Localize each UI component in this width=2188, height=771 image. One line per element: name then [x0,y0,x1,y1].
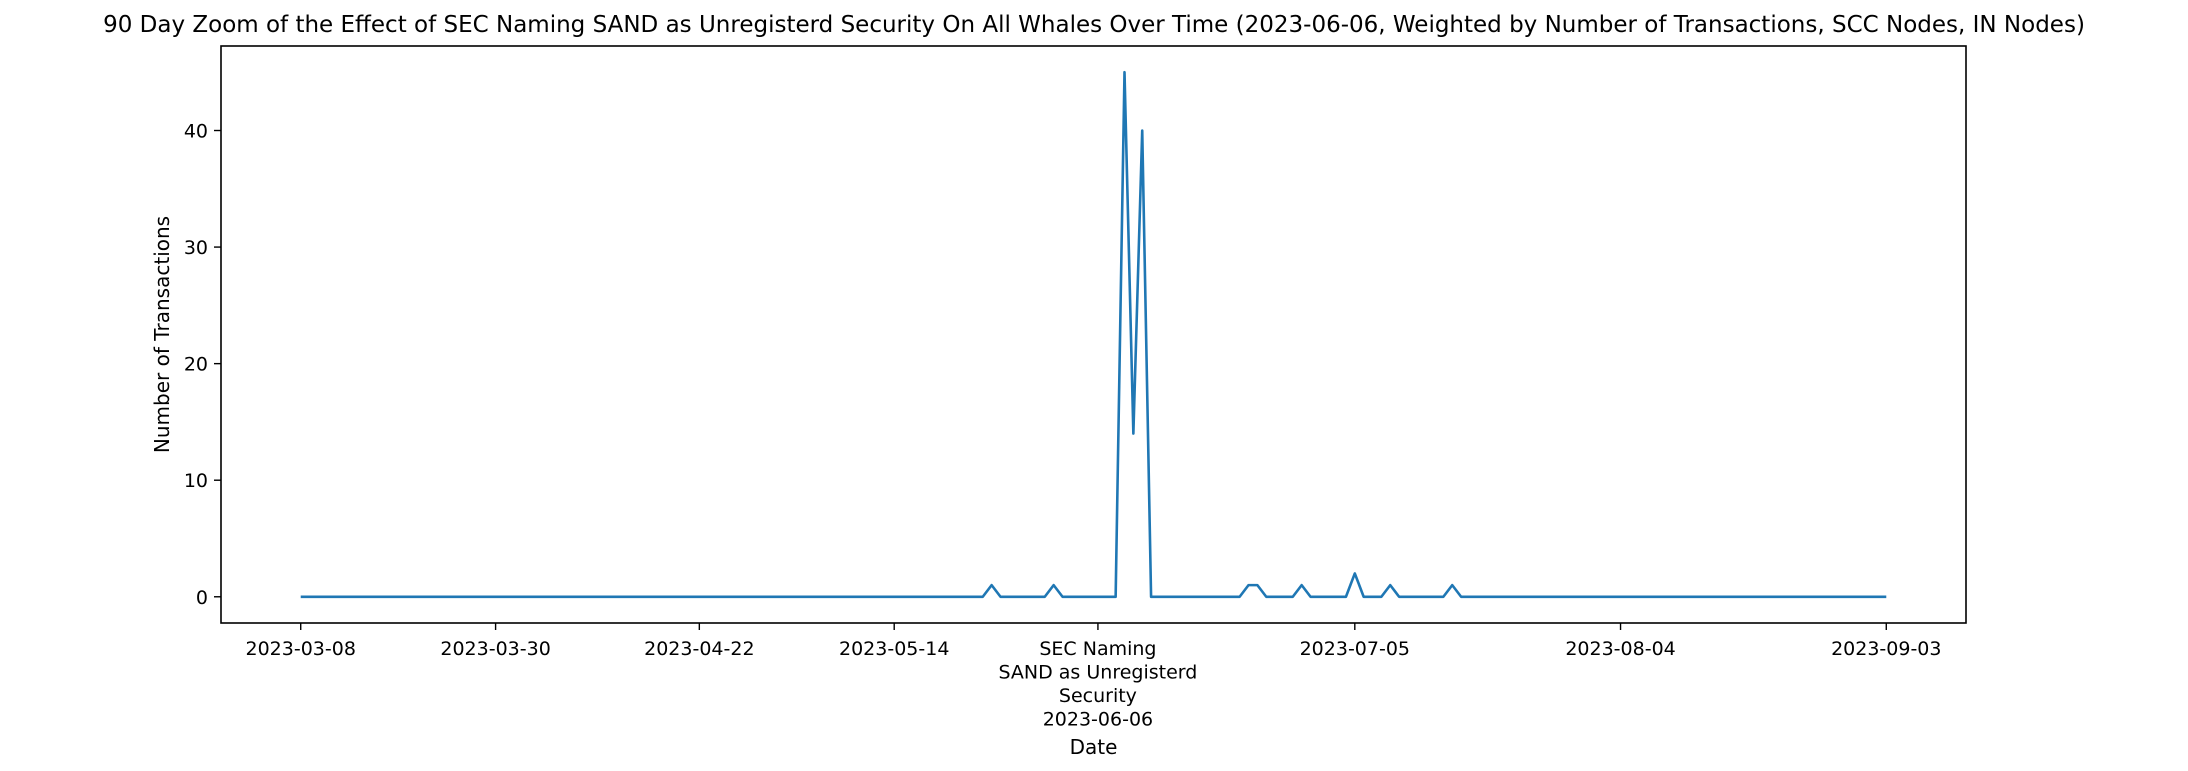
chart-title: 90 Day Zoom of the Effect of SEC Naming … [103,12,2085,38]
x-axis-label: Date [1070,735,1118,759]
x-tick-label: SEC Naming SAND as Unregisterd Security 202… [999,638,1198,731]
x-tick-label: 2023-09-03 [1831,638,1941,660]
y-tick-label: 30 [184,237,208,259]
x-tick-label: 2023-03-30 [440,638,550,660]
series-line [300,70,1887,599]
x-tick-label: 2023-04-22 [644,638,754,660]
y-tick-label: 40 [184,121,208,143]
y-tick-label: 0 [196,587,208,609]
y-tick-label: 10 [184,470,208,492]
y-axis-label: Number of Transactions [150,216,174,453]
x-tick-label: 2023-08-04 [1565,638,1675,660]
plot-frame [220,45,1967,624]
x-tick-label: 2023-07-05 [1300,638,1410,660]
plot-area: 0 10 20 30 40 2023-03-08 2023-03-30 2023-04-22 2… [184,45,1967,731]
x-tick-label: 2023-05-14 [839,638,949,660]
x-tick-label: 2023-03-08 [246,638,356,660]
y-tick-label: 20 [184,354,208,376]
